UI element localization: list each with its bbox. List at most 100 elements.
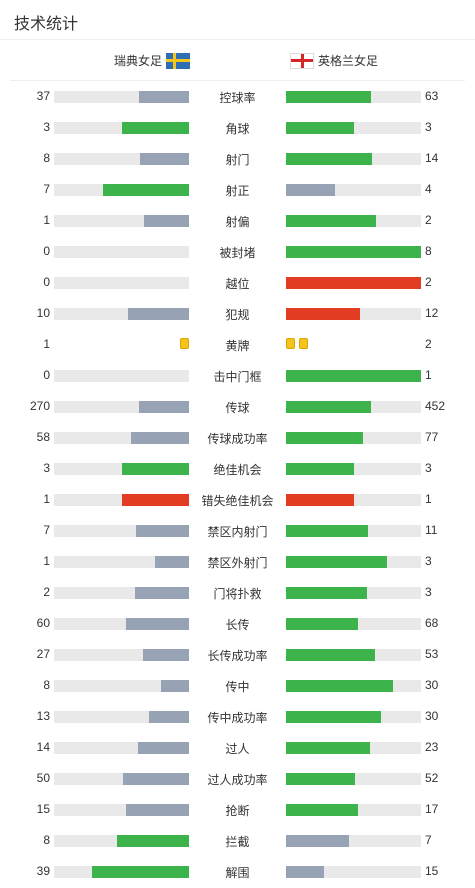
stat-label: 解围 bbox=[225, 866, 250, 880]
away-bar-fill bbox=[286, 494, 354, 506]
stat-row: 1 黄牌 2 bbox=[0, 329, 475, 360]
home-value: 3 bbox=[43, 461, 50, 475]
home-bar-track bbox=[54, 432, 189, 444]
away-bar-track bbox=[286, 556, 421, 568]
home-bar-fill bbox=[144, 215, 189, 227]
stat-label: 错失绝佳机会 bbox=[201, 494, 274, 508]
stat-label: 门将扑救 bbox=[213, 587, 262, 601]
stat-label: 角球 bbox=[225, 122, 250, 136]
away-value: 15 bbox=[425, 864, 439, 878]
home-value: 270 bbox=[29, 399, 50, 413]
away-bar-track bbox=[286, 153, 421, 165]
stat-row: 14 过人 23 bbox=[0, 732, 475, 763]
home-bar-track bbox=[54, 494, 189, 506]
home-value: 1 bbox=[43, 492, 50, 506]
home-value: 39 bbox=[36, 864, 50, 878]
stat-label: 控球率 bbox=[219, 91, 256, 105]
stat-row: 27 长传成功率 53 bbox=[0, 639, 475, 670]
stat-label: 射偏 bbox=[225, 215, 250, 229]
home-bar-fill bbox=[91, 866, 189, 878]
home-bar-fill bbox=[148, 711, 189, 723]
stat-row: 0 越位 2 bbox=[0, 267, 475, 298]
away-value: 3 bbox=[425, 120, 432, 134]
home-bar-track bbox=[54, 122, 189, 134]
home-bar-fill bbox=[121, 463, 189, 475]
stat-label: 传中 bbox=[225, 680, 250, 694]
away-bar-fill bbox=[286, 463, 354, 475]
home-bar-fill bbox=[155, 556, 189, 568]
away-value: 77 bbox=[425, 430, 439, 444]
away-value: 17 bbox=[425, 802, 439, 816]
home-value: 7 bbox=[43, 182, 50, 196]
away-value: 30 bbox=[425, 678, 439, 692]
away-bar-fill bbox=[286, 587, 367, 599]
away-bar-track bbox=[286, 711, 421, 723]
stat-row: 0 击中门框 1 bbox=[0, 360, 475, 391]
away-bar-track bbox=[286, 277, 421, 289]
away-bar-track bbox=[286, 184, 421, 196]
home-bar-fill bbox=[160, 680, 189, 692]
stat-label: 绝佳机会 bbox=[213, 463, 262, 477]
away-value: 53 bbox=[425, 647, 439, 661]
home-bar-track bbox=[54, 866, 189, 878]
away-bar-fill bbox=[286, 742, 370, 754]
away-value: 30 bbox=[425, 709, 439, 723]
away-bar-track bbox=[286, 742, 421, 754]
home-bar-track bbox=[54, 804, 189, 816]
home-value: 10 bbox=[36, 306, 50, 320]
home-team-name: 瑞典女足 bbox=[113, 54, 162, 68]
stat-row: 13 传中成功率 30 bbox=[0, 701, 475, 732]
away-value: 23 bbox=[425, 740, 439, 754]
stat-label: 过人 bbox=[225, 742, 250, 756]
home-value: 0 bbox=[43, 368, 50, 382]
home-bar-track bbox=[54, 463, 189, 475]
away-value: 2 bbox=[425, 213, 432, 227]
stat-row: 15 抢断 17 bbox=[0, 794, 475, 825]
stat-row: 1 射偏 2 bbox=[0, 205, 475, 236]
home-bar-fill bbox=[121, 494, 189, 506]
stat-row: 37 控球率 63 bbox=[0, 81, 475, 112]
stat-row: 2 门将扑救 3 bbox=[0, 577, 475, 608]
away-bar-track bbox=[286, 835, 421, 847]
home-bar-fill bbox=[117, 835, 189, 847]
home-bar-fill bbox=[122, 773, 189, 785]
home-value: 8 bbox=[43, 151, 50, 165]
home-value: 27 bbox=[36, 647, 50, 661]
away-value: 12 bbox=[425, 306, 439, 320]
stat-label: 射门 bbox=[225, 153, 250, 167]
away-bar-track bbox=[286, 122, 421, 134]
home-bar-fill bbox=[125, 804, 189, 816]
home-bar-track bbox=[54, 773, 189, 785]
stat-label: 击中门框 bbox=[213, 370, 262, 384]
stat-row: 58 传球成功率 77 bbox=[0, 422, 475, 453]
away-bar-track bbox=[286, 246, 421, 258]
away-bar-track bbox=[286, 618, 421, 630]
away-bar-fill bbox=[286, 370, 421, 382]
home-bar-track bbox=[54, 184, 189, 196]
away-value: 1 bbox=[425, 492, 432, 506]
away-bar-track bbox=[286, 866, 421, 878]
home-bar-fill bbox=[136, 525, 189, 537]
home-bar-fill bbox=[102, 184, 189, 196]
home-bar-track bbox=[54, 401, 189, 413]
away-bar-track bbox=[286, 680, 421, 692]
home-value: 3 bbox=[43, 120, 50, 134]
home-value: 2 bbox=[43, 585, 50, 599]
home-bar-fill bbox=[121, 122, 189, 134]
home-yellow-cards bbox=[180, 338, 189, 349]
away-bar-track bbox=[286, 463, 421, 475]
stat-label: 禁区内射门 bbox=[207, 525, 268, 539]
home-bar-track bbox=[54, 618, 189, 630]
away-bar-fill bbox=[286, 556, 388, 568]
away-bar-fill bbox=[286, 649, 376, 661]
home-bar-track bbox=[54, 370, 189, 382]
away-bar-fill bbox=[286, 804, 358, 816]
away-bar-track bbox=[286, 401, 421, 413]
away-value: 2 bbox=[425, 337, 432, 351]
stat-label: 过人成功率 bbox=[207, 773, 268, 787]
home-value: 8 bbox=[43, 678, 50, 692]
home-value: 8 bbox=[43, 833, 50, 847]
stat-label: 拦截 bbox=[225, 835, 250, 849]
home-bar-track bbox=[54, 835, 189, 847]
home-bar-fill bbox=[139, 401, 189, 413]
